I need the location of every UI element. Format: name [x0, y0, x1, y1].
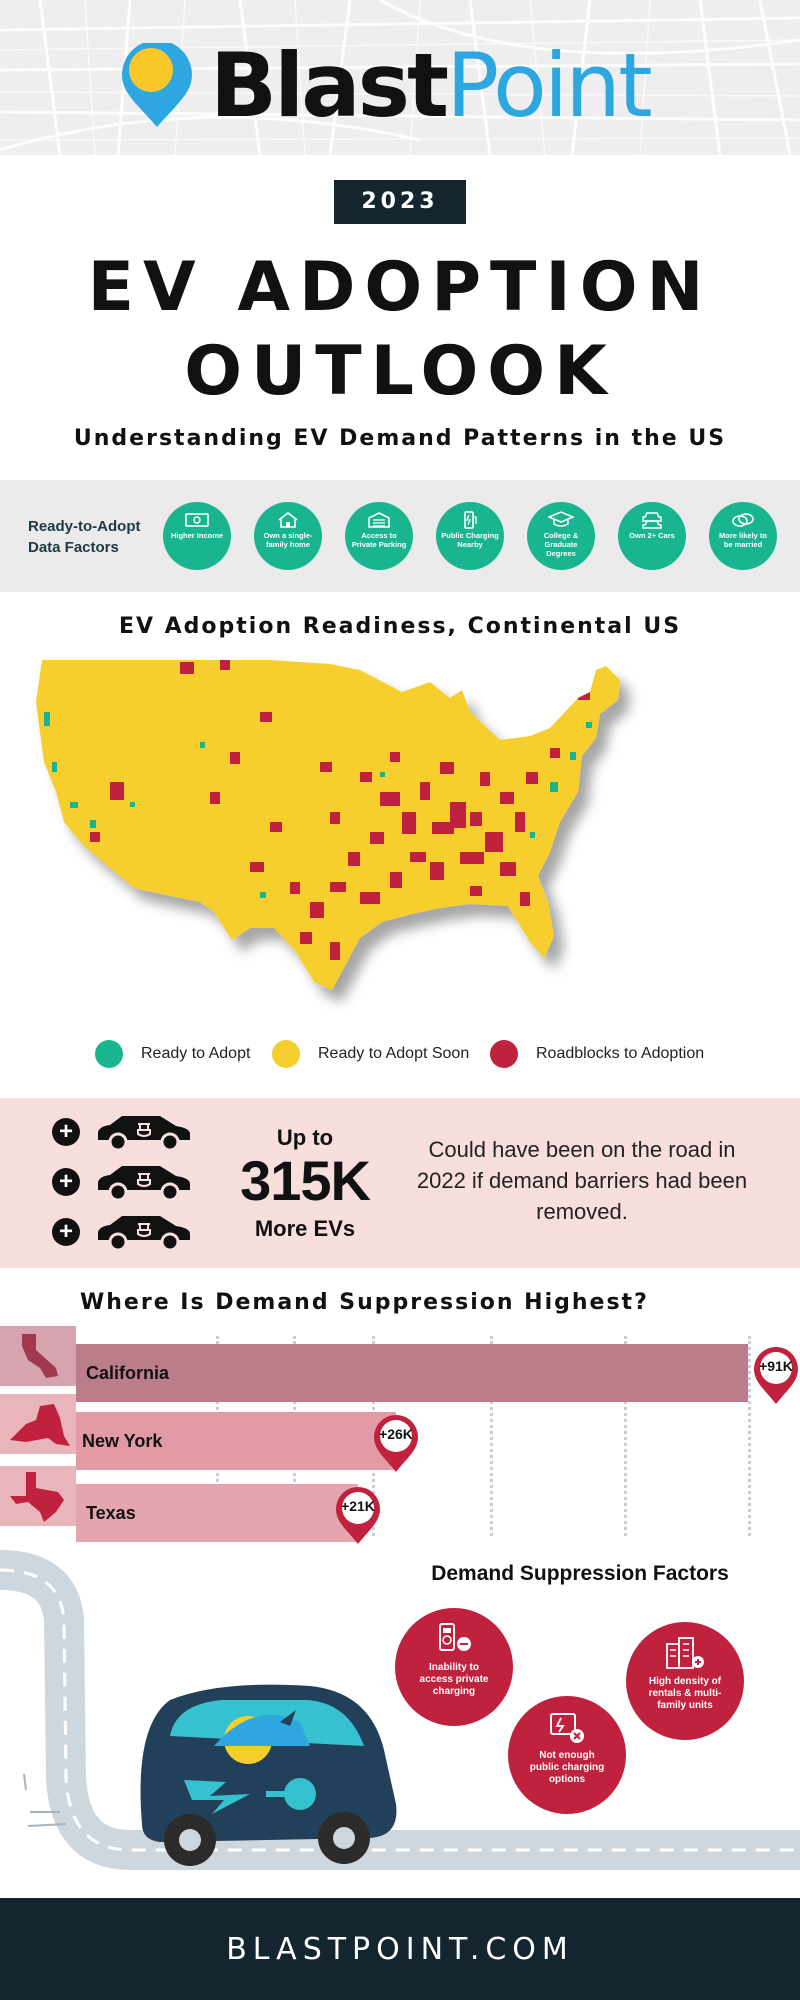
factor-higher-income: Higher Income — [163, 502, 231, 570]
gridline — [490, 1336, 493, 1536]
graduation-cap-icon — [548, 511, 574, 527]
factor-label: College & Graduate Degrees — [543, 531, 579, 558]
charging-station-icon — [464, 511, 477, 529]
factor-label: Own a single-family home — [263, 531, 313, 549]
legend-dot-teal — [95, 1040, 123, 1068]
plus-icon: + — [52, 1218, 80, 1246]
house-icon — [278, 511, 298, 528]
factor-label: Own 2+ Cars — [629, 531, 675, 540]
factor-public-charging-options: Not enough public charging options — [508, 1696, 626, 1814]
stat-prefix: Up to — [276, 1125, 334, 1150]
map-title: EV Adoption Readiness, Continental US — [118, 614, 682, 639]
ev-car-icon — [98, 1116, 190, 1152]
rings-icon — [732, 513, 754, 527]
factor-private-parking: Access to Private Parking — [345, 502, 413, 570]
more-evs-stat-band: + + + Up to 315K More EVs Could have bee… — [0, 1098, 800, 1268]
bar-california: California — [76, 1344, 748, 1402]
page-title: EV ADOPTION OUTLOOK — [0, 246, 800, 414]
suppression-factor-label: Not enough public charging options — [529, 1750, 605, 1785]
no-charging-icon — [550, 1713, 584, 1743]
legend-label: Roadblocks to Adoption — [536, 1045, 705, 1062]
bar-texas: Texas — [76, 1484, 358, 1542]
garage-icon — [368, 512, 390, 528]
stat-description: Could have been on the road in 2022 if d… — [416, 1137, 748, 1224]
ev-car-row: + — [52, 1162, 194, 1202]
legend-item-ready: Ready to Adopt — [95, 1040, 250, 1068]
legend-label: Ready to Adopt Soon — [318, 1045, 470, 1062]
factor-single-family-home: Own a single-family home — [254, 502, 322, 570]
private-charger-icon — [439, 1623, 471, 1651]
suppression-factors-title: Demand Suppression Factors — [431, 1562, 729, 1585]
legend-label: Ready to Adopt — [141, 1045, 251, 1062]
stat-unit: More EVs — [254, 1216, 356, 1241]
legend-item-soon: Ready to Adopt Soon — [272, 1040, 469, 1068]
texas-shape-icon — [0, 1466, 76, 1526]
year-badge: 2023 — [334, 180, 466, 224]
ready-to-adopt-factors: Ready-to-Adopt Data Factors Higher Incom… — [0, 480, 800, 592]
pin-value-new-york: +26K — [379, 1426, 413, 1442]
ev-car-icon — [98, 1166, 190, 1202]
suppression-factor-label: High density of rentals & multi-family u… — [648, 1676, 722, 1711]
legend-item-roadblocks: Roadblocks to Adoption — [490, 1040, 704, 1068]
header-banner: BlastPoint — [0, 0, 800, 155]
map-legend: Ready to Adopt Ready to Adopt Soon Roadb… — [0, 1040, 800, 1072]
value-pin-texas: +21K — [333, 1484, 383, 1546]
value-pin-california: +91K — [751, 1344, 800, 1406]
ev-car-row: + — [52, 1212, 194, 1252]
bar-label-new-york: New York — [82, 1431, 163, 1451]
two-cars-icon — [642, 512, 662, 529]
bar-label-texas: Texas — [86, 1503, 136, 1523]
ev-car-row: + — [52, 1112, 194, 1152]
factor-rental-density: High density of rentals & multi-family u… — [626, 1622, 744, 1740]
factor-label: Higher Income — [170, 531, 224, 540]
factor-public-charging: Public Charging Nearby — [436, 502, 504, 570]
title-line-1: EV ADOPTION — [87, 248, 713, 327]
factor-married: More likely to be married — [709, 502, 777, 570]
blastpoint-logo[interactable]: BlastPoint — [118, 42, 653, 130]
factor-label: Access to Private Parking — [351, 531, 407, 549]
title-line-2: OUTLOOK — [184, 332, 616, 411]
gridline — [624, 1336, 627, 1536]
california-shape-icon — [0, 1326, 76, 1386]
location-pin-logo-icon — [122, 43, 192, 127]
legend-dot-red — [490, 1040, 518, 1068]
money-icon — [185, 513, 209, 527]
factor-label: Public Charging Nearby — [441, 531, 499, 549]
factors-label: Ready-to-Adopt Data Factors — [28, 516, 158, 558]
plus-icon: + — [52, 1168, 80, 1196]
map-regions — [44, 660, 592, 960]
factor-label: More likely to be married — [719, 531, 767, 549]
us-readiness-map — [36, 660, 620, 990]
gridline — [748, 1336, 751, 1536]
plus-icon: + — [52, 1118, 80, 1146]
pin-value-texas: +21K — [341, 1498, 375, 1514]
new-york-shape-icon — [0, 1394, 76, 1454]
factors-label-line-1: Ready-to-Adopt — [28, 518, 141, 535]
value-pin-new-york: +26K — [371, 1412, 421, 1474]
suppression-title: Where Is Demand Suppression Highest? — [80, 1290, 649, 1315]
logo-word-point: Point — [446, 34, 652, 137]
pin-value-california: +91K — [759, 1358, 793, 1374]
factors-label-line-2: Data Factors — [28, 539, 119, 556]
ev-car-icon — [98, 1216, 190, 1252]
factor-private-charging: Inability to access private charging — [395, 1608, 513, 1726]
apartment-building-icon — [666, 1637, 704, 1669]
page-subtitle: Understanding EV Demand Patterns in the … — [73, 426, 727, 451]
suppression-factor-label: Inability to access private charging — [419, 1662, 489, 1697]
bar-new-york: New York — [76, 1412, 396, 1470]
footer: BLASTPOINT.COM — [0, 1898, 800, 2000]
stat-value: 315K — [240, 1149, 371, 1212]
factor-college-degrees: College & Graduate Degrees — [527, 502, 595, 570]
footer-url-link[interactable]: BLASTPOINT.COM — [226, 1932, 574, 1967]
bar-label-california: California — [86, 1363, 170, 1383]
road-illustration — [0, 1550, 800, 1870]
factor-two-cars: Own 2+ Cars — [618, 502, 686, 570]
logo-word-blast: Blast — [210, 34, 449, 137]
ev-car-mascot-icon — [23, 1684, 397, 1866]
legend-dot-yellow — [272, 1040, 300, 1068]
